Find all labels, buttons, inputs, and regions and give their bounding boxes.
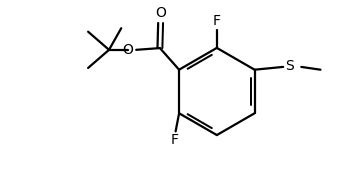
Text: S: S: [286, 59, 294, 73]
Text: F: F: [213, 14, 221, 28]
Text: F: F: [170, 133, 178, 147]
Text: O: O: [155, 6, 166, 20]
Text: O: O: [122, 43, 133, 57]
